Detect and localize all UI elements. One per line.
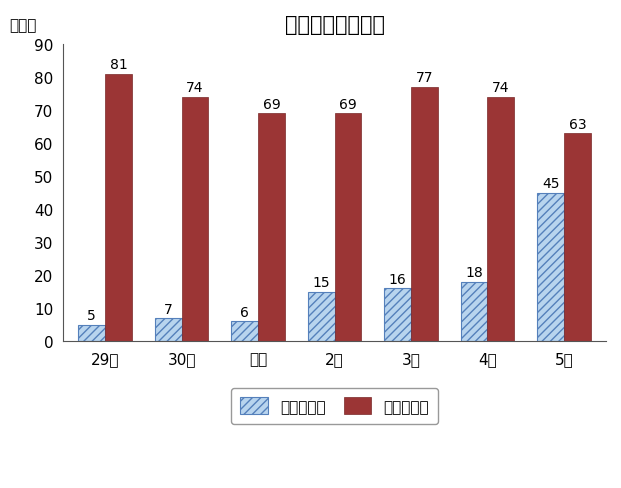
Text: 5: 5 bbox=[88, 308, 96, 323]
Text: 16: 16 bbox=[389, 272, 407, 286]
Text: 18: 18 bbox=[465, 265, 483, 280]
Text: 74: 74 bbox=[492, 81, 510, 95]
Text: （人）: （人） bbox=[9, 18, 36, 33]
Text: 6: 6 bbox=[240, 305, 249, 319]
Text: 81: 81 bbox=[110, 58, 127, 72]
Bar bbox=[487, 98, 514, 342]
Bar bbox=[232, 322, 258, 342]
Bar bbox=[78, 325, 105, 342]
Text: 63: 63 bbox=[568, 117, 586, 131]
Text: 45: 45 bbox=[542, 177, 560, 191]
Bar bbox=[537, 193, 564, 342]
Bar bbox=[155, 319, 181, 342]
Bar bbox=[564, 134, 591, 342]
Text: 77: 77 bbox=[415, 71, 433, 85]
Bar bbox=[308, 292, 335, 342]
Text: 69: 69 bbox=[263, 98, 280, 112]
Bar bbox=[181, 98, 209, 342]
Title: 育児休業取得者数: 育児休業取得者数 bbox=[284, 15, 384, 35]
Bar bbox=[105, 75, 132, 342]
Text: 7: 7 bbox=[164, 302, 173, 316]
Text: 74: 74 bbox=[186, 81, 204, 95]
Bar bbox=[335, 114, 361, 342]
Bar bbox=[384, 289, 411, 342]
Bar bbox=[258, 114, 285, 342]
Bar bbox=[411, 88, 438, 342]
Bar bbox=[461, 282, 487, 342]
Text: 15: 15 bbox=[312, 276, 330, 289]
Text: 69: 69 bbox=[339, 98, 357, 112]
Legend: 男性取得者, 女性取得者: 男性取得者, 女性取得者 bbox=[231, 388, 438, 424]
